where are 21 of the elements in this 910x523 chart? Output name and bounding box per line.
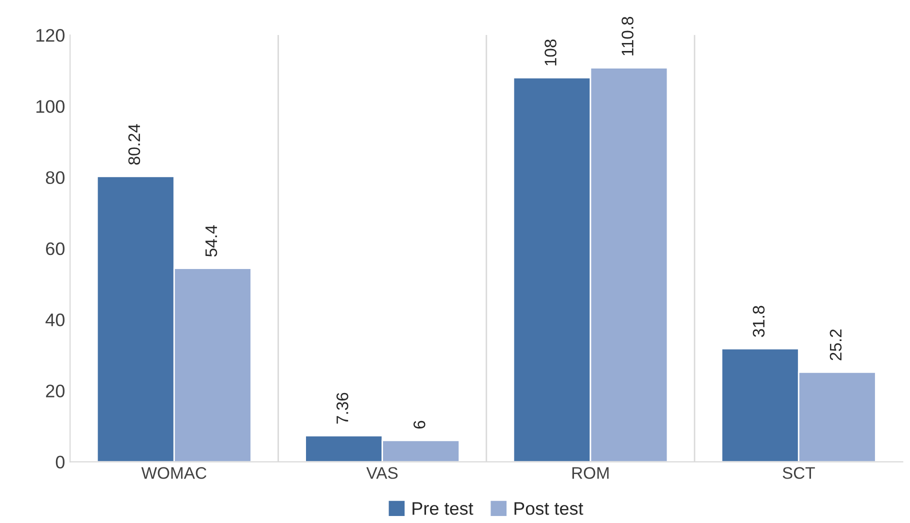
x-tick-label: ROM <box>572 467 609 479</box>
data-label: 80.24 <box>128 124 140 165</box>
y-tick-label: 40 <box>46 313 65 326</box>
data-label: 6 <box>413 420 426 429</box>
y-tick-label: 80 <box>46 171 65 184</box>
y-tick-label: 120 <box>36 28 65 42</box>
y-tick-label: 60 <box>46 242 65 256</box>
x-tick-label: SCT <box>782 467 815 479</box>
y-tick-label: 100 <box>36 100 65 113</box>
legend-label: Post test <box>514 502 584 515</box>
y-tick-label: 0 <box>56 456 65 469</box>
x-tick-label: VAS <box>366 467 398 479</box>
legend-label: Pre test <box>412 502 474 515</box>
data-label: 7.36 <box>336 392 348 424</box>
data-label: 108 <box>544 40 556 66</box>
data-label: 31.8 <box>752 306 765 337</box>
data-label: 25.2 <box>830 329 842 360</box>
y-tick-label: 20 <box>46 384 65 398</box>
data-label: 54.4 <box>206 225 218 257</box>
x-tick-label: WOMAC <box>141 467 206 479</box>
data-label: 110.8 <box>622 16 634 56</box>
